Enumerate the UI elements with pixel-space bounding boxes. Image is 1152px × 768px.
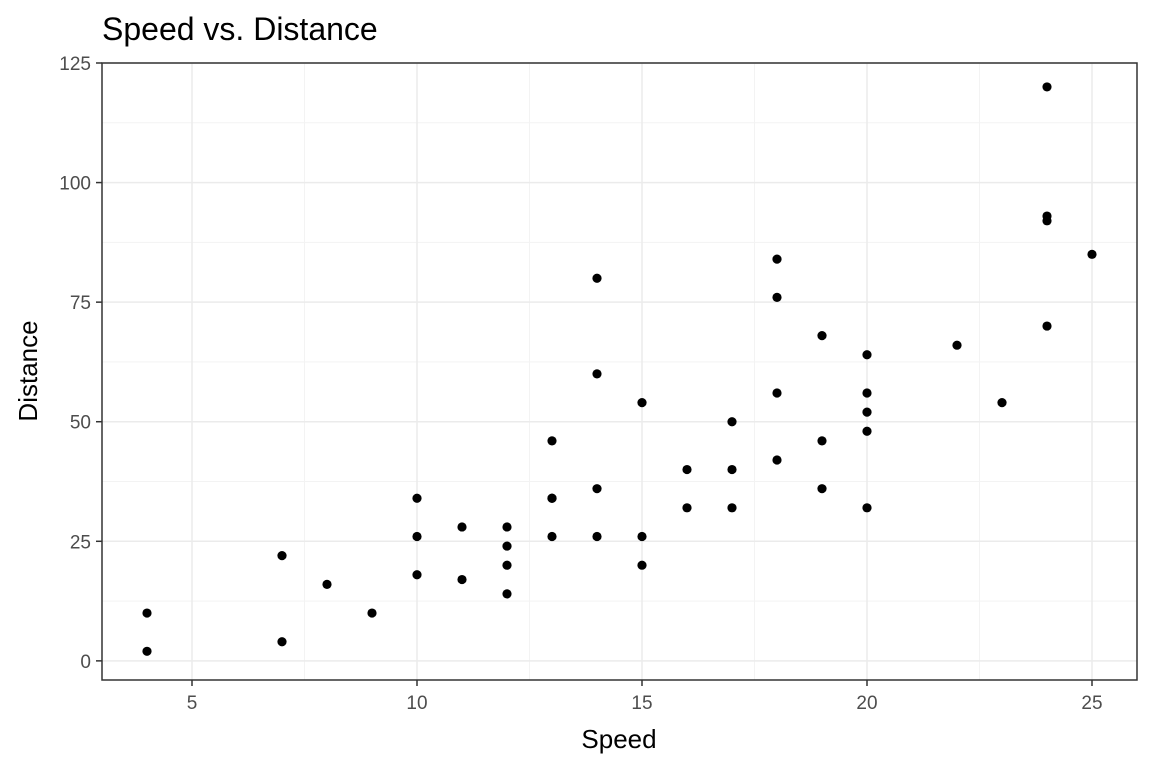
data-point bbox=[502, 541, 512, 551]
x-axis-title: Speed bbox=[581, 724, 656, 754]
data-point bbox=[862, 388, 872, 398]
data-point bbox=[502, 560, 512, 570]
data-point bbox=[412, 531, 422, 542]
data-point bbox=[1042, 82, 1052, 92]
data-point bbox=[817, 436, 827, 446]
data-point bbox=[862, 350, 872, 360]
data-point bbox=[727, 503, 737, 513]
y-tick-label: 100 bbox=[59, 174, 91, 195]
y-axis-title: Distance bbox=[13, 320, 43, 421]
data-point bbox=[412, 493, 422, 503]
data-point bbox=[817, 331, 827, 341]
data-point bbox=[862, 503, 872, 513]
data-point bbox=[772, 388, 782, 398]
x-tick-label: 25 bbox=[1081, 693, 1102, 714]
x-tick-label: 20 bbox=[856, 693, 877, 714]
data-point bbox=[142, 608, 152, 618]
data-point bbox=[502, 522, 512, 532]
data-point bbox=[772, 455, 782, 465]
grid-lines bbox=[102, 62, 1137, 680]
data-point bbox=[637, 531, 647, 542]
data-point bbox=[862, 407, 872, 417]
data-point bbox=[637, 397, 647, 408]
data-point bbox=[547, 531, 557, 542]
data-point bbox=[637, 560, 647, 570]
x-tick-label: 15 bbox=[631, 693, 652, 714]
data-point bbox=[457, 522, 467, 532]
panel-border bbox=[101, 62, 1138, 681]
x-tick-label: 5 bbox=[187, 693, 198, 714]
data-point bbox=[727, 464, 737, 475]
data-point bbox=[1042, 321, 1052, 331]
data-point bbox=[547, 493, 557, 503]
data-point bbox=[367, 608, 377, 618]
axes: 5 10 15 20 25 0 25 50 75 100 125 bbox=[59, 54, 1102, 714]
y-tick-label: 75 bbox=[70, 293, 91, 314]
data-point bbox=[277, 551, 287, 561]
data-point bbox=[727, 417, 737, 427]
data-point bbox=[1042, 211, 1052, 221]
data-point bbox=[592, 273, 602, 283]
data-point bbox=[457, 574, 467, 585]
data-point bbox=[1087, 249, 1097, 259]
data-point bbox=[682, 503, 692, 513]
data-point bbox=[502, 589, 512, 599]
y-tick-label: 125 bbox=[59, 54, 91, 75]
data-point bbox=[142, 646, 152, 656]
data-point bbox=[322, 579, 332, 589]
data-point bbox=[682, 464, 692, 475]
data-point bbox=[997, 397, 1007, 408]
x-tick-label: 10 bbox=[406, 693, 427, 714]
y-tick-label: 25 bbox=[70, 532, 91, 553]
data-point bbox=[952, 340, 962, 350]
data-point bbox=[592, 531, 602, 542]
data-point bbox=[862, 426, 872, 436]
data-point bbox=[412, 570, 422, 580]
y-tick-label: 50 bbox=[70, 413, 91, 434]
chart-title: Speed vs. Distance bbox=[102, 11, 378, 47]
data-points bbox=[142, 82, 1097, 656]
data-point bbox=[277, 637, 287, 647]
data-point bbox=[592, 369, 602, 379]
data-point bbox=[592, 484, 602, 494]
data-point bbox=[547, 436, 557, 446]
y-tick-label: 0 bbox=[80, 652, 91, 673]
data-point bbox=[817, 484, 827, 494]
data-point bbox=[772, 292, 782, 302]
data-point bbox=[772, 254, 782, 264]
